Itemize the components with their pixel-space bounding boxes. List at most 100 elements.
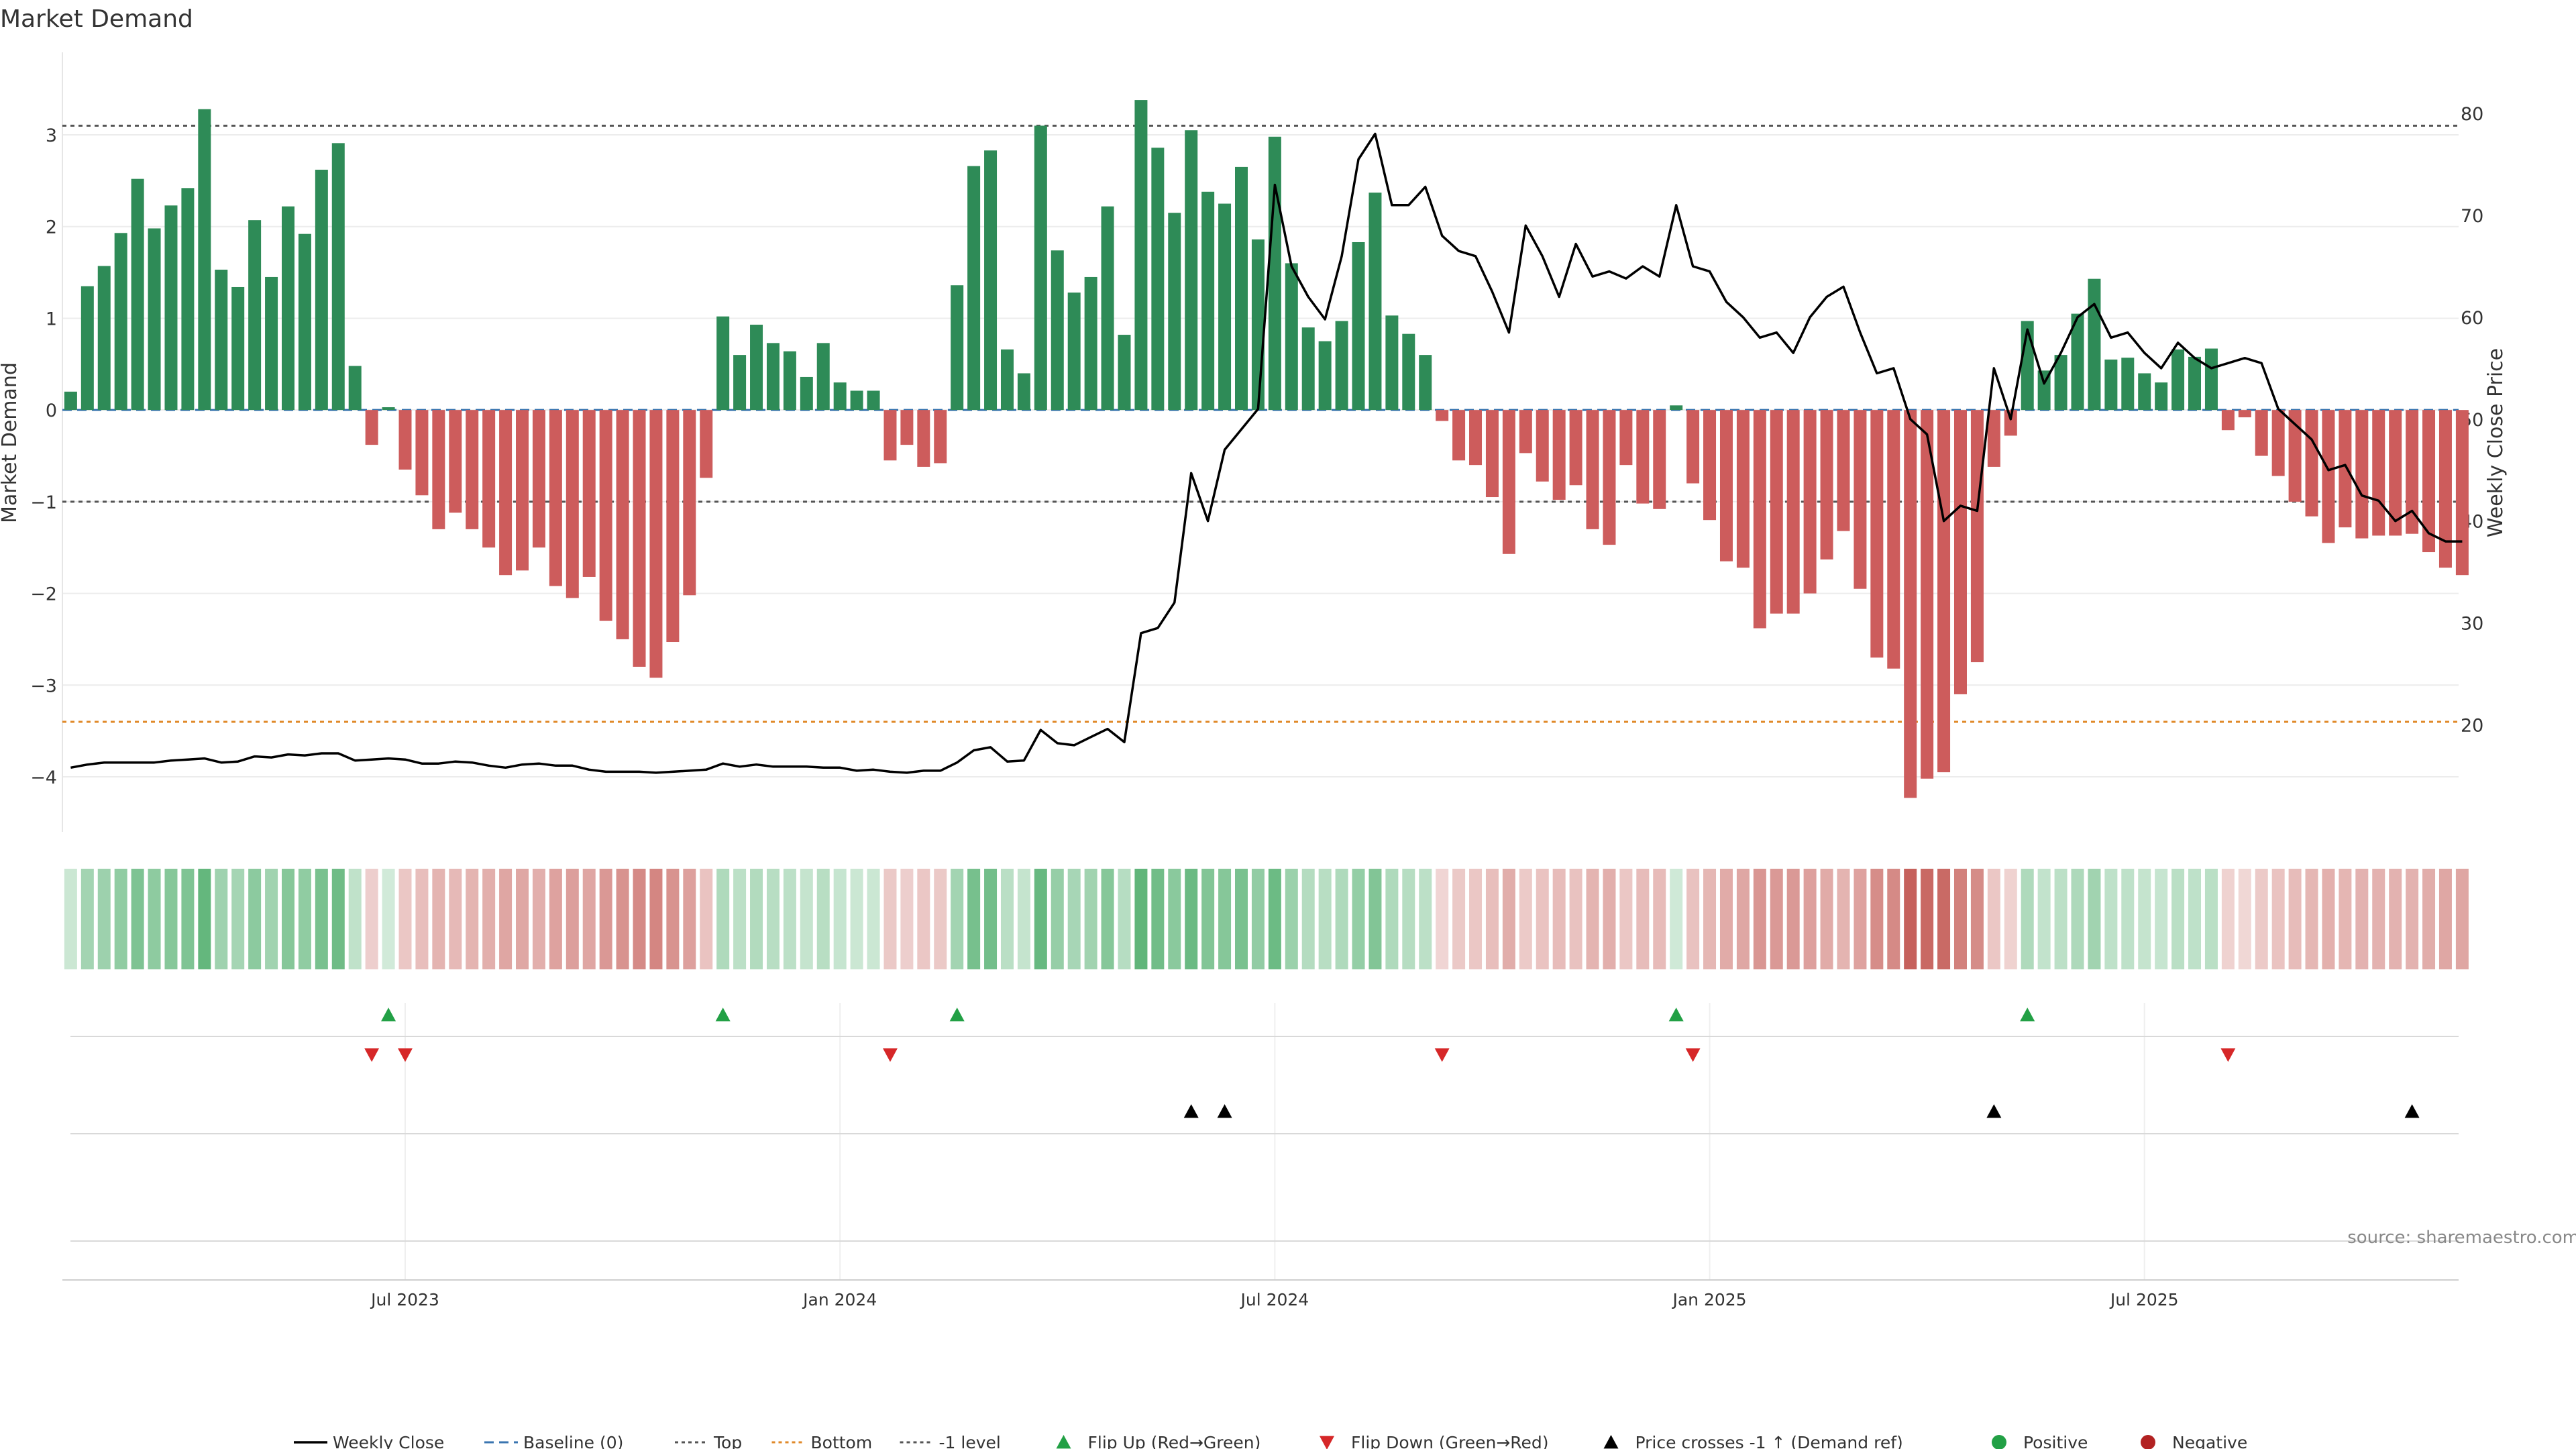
heat-cell-positive [2121, 869, 2135, 969]
y-axis-right-label: Weekly Close Price [2484, 348, 2508, 537]
demand-bar-negative [582, 410, 596, 577]
demand-bar-negative [1569, 410, 1582, 486]
flip-up-marker [2020, 1008, 2035, 1022]
demand-bar-positive [382, 407, 395, 411]
heat-cell-positive [1251, 869, 1265, 969]
demand-bar-positive [1151, 148, 1165, 411]
price-cross-marker [1183, 1104, 1199, 1118]
y-tick-left-label: −4 [30, 767, 57, 788]
demand-bar-negative [1603, 410, 1616, 545]
heat-cell-negative [616, 869, 629, 969]
demand-bar-negative [432, 410, 445, 529]
heat-cell-positive [1402, 869, 1415, 969]
legend-label: Positive [2023, 1433, 2088, 1449]
price-cross-marker [1986, 1104, 2002, 1118]
flip-down-marker [398, 1048, 413, 1062]
demand-bar-negative [1586, 410, 1599, 529]
demand-bar-negative [1485, 410, 1499, 498]
legend-swatch-dot [1992, 1435, 2006, 1449]
heat-cell-negative [1970, 869, 1984, 969]
demand-bar-negative [482, 410, 496, 548]
heat-cell-negative [1770, 869, 1783, 969]
heat-cell-positive [766, 869, 780, 969]
heat-cell-negative [2271, 869, 2285, 969]
heat-cell-negative [1870, 869, 1884, 969]
demand-bar-positive [951, 285, 964, 411]
heat-cell-negative [683, 869, 696, 969]
heat-cell-negative [633, 869, 646, 969]
y-tick-left-label: −3 [30, 676, 57, 696]
heat-cell-negative [482, 869, 496, 969]
demand-bar-positive [298, 233, 311, 411]
demand-bar-negative [1619, 410, 1633, 466]
heat-cell-negative [1636, 869, 1650, 969]
heat-cell-negative [599, 869, 612, 969]
heat-cell-negative [700, 869, 713, 969]
heat-cell-positive [265, 869, 278, 969]
demand-bar-negative [2355, 410, 2369, 539]
demand-bars [64, 100, 2469, 798]
demand-bar-positive [1318, 341, 1332, 411]
demand-bar-negative [1987, 410, 2000, 467]
weekly-close-line [70, 132, 2463, 774]
demand-bar-negative [900, 410, 914, 445]
heat-cell-positive [1318, 869, 1332, 969]
demand-bar-positive [1218, 203, 1232, 411]
demand-bar-positive [1402, 333, 1415, 411]
price-cross-marker [2404, 1104, 2420, 1118]
demand-bar-negative [499, 410, 513, 576]
legend-label: Flip Down (Green→Red) [1351, 1433, 1549, 1449]
demand-bar-positive [2155, 382, 2168, 411]
legend-label: Baseline (0) [523, 1433, 623, 1449]
demand-bar-positive [1670, 405, 1683, 411]
heat-cell-positive [2155, 869, 2168, 969]
legend-label: -1 level [939, 1433, 1001, 1449]
demand-bar-negative [666, 410, 680, 643]
heat-cell-positive [231, 869, 245, 969]
demand-bar-negative [1519, 410, 1532, 453]
heat-cell-positive [2171, 869, 2185, 969]
demand-bar-positive [331, 143, 345, 411]
demand-bar-negative [1452, 410, 1466, 461]
heat-cell-positive [181, 869, 195, 969]
heat-cell-positive [1268, 869, 1281, 969]
heat-cell-positive [1368, 869, 1382, 969]
demand-bar-negative [449, 410, 462, 513]
heat-cell-positive [2054, 869, 2068, 969]
heat-cell-negative [1786, 869, 1800, 969]
signal-markers [364, 1008, 2420, 1118]
demand-bar-positive [867, 390, 880, 411]
heat-cell-positive [1168, 869, 1181, 969]
heat-cell-positive [298, 869, 311, 969]
heat-cell-positive [215, 869, 228, 969]
demand-bar-negative [934, 410, 947, 464]
heat-cell-negative [1603, 869, 1616, 969]
heat-cell-negative [2255, 869, 2268, 969]
y-tick-right-label: 20 [2461, 716, 2483, 737]
demand-bar-negative [1937, 410, 1951, 773]
demand-bar-negative [2288, 410, 2302, 502]
demand-bar-positive [800, 376, 813, 411]
y-tick-left-label: 1 [46, 309, 57, 329]
heat-cell-negative [883, 869, 897, 969]
demand-bar-negative [1770, 410, 1783, 614]
heat-cell-negative [1719, 869, 1733, 969]
heat-cell-negative [449, 869, 462, 969]
heat-cell-negative [649, 869, 663, 969]
heat-cell-positive [1151, 869, 1165, 969]
demand-bar-negative [2305, 410, 2318, 517]
demand-bar-positive [2037, 370, 2051, 411]
legend: Weekly Close Baseline (0) Top Bottom -1 leve… [294, 1433, 2247, 1449]
x-tick-label: Jan 2025 [1671, 1290, 1746, 1309]
heat-cell-positive [1084, 869, 1097, 969]
legend-label: Flip Up (Red→Green) [1088, 1433, 1261, 1449]
demand-bar-positive [2138, 373, 2151, 411]
demand-bar-positive [114, 233, 127, 411]
demand-bar-negative [2372, 410, 2385, 536]
heat-cell-negative [398, 869, 412, 969]
heat-cell-negative [1502, 869, 1515, 969]
demand-bar-positive [2121, 358, 2135, 411]
heat-cell-negative [2406, 869, 2419, 969]
demand-bar-negative [516, 410, 529, 571]
demand-bar-negative [1736, 410, 1750, 568]
